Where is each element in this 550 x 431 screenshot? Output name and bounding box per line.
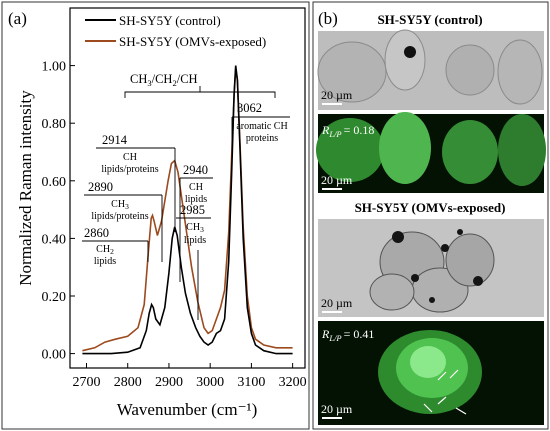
- panel-b: (b) SH-SY5Y (control) 20 µm RL/P = 0.18 2…: [312, 1, 549, 430]
- scale-label-control-fluo: 20 µm: [321, 173, 353, 187]
- y-axis-title: Normalized Raman intensity: [16, 90, 35, 286]
- plot-area-frame: [69, 7, 306, 369]
- arrow-2: [449, 369, 459, 379]
- exposed-cell-3: [445, 233, 495, 287]
- dark-particle: [404, 46, 416, 58]
- cell-4: [497, 39, 543, 105]
- arrow-1: [437, 371, 447, 381]
- fluo-cell-2: [379, 112, 431, 184]
- x-tick-label: 3100: [237, 375, 265, 390]
- x-tick-label: 2800: [114, 375, 142, 390]
- peak-2860-assignment: lipids: [94, 256, 116, 267]
- peak-2985-group: CH3: [186, 222, 204, 234]
- scale-label-exposed-fluo: 20 µm: [321, 402, 353, 416]
- y-tick-label: 1.00: [42, 60, 67, 75]
- x-axis-ticks: 2700 2800 2900 3000 3100 3200: [72, 363, 307, 390]
- y-axis-ticks: 0.00 0.20 0.40 0.60 0.80 1.00: [42, 60, 75, 363]
- y-tick-label: 0.00: [42, 348, 67, 363]
- fluo-cell-4: [498, 114, 546, 186]
- peak-2890-assignment: lipids/proteins: [91, 211, 148, 222]
- scale-label-exposed-bright: 20 µm: [321, 296, 353, 310]
- panel-b-label: (b): [318, 9, 338, 28]
- panel-a: (a) Normalized Raman intensity Wavenumbe…: [1, 1, 310, 430]
- x-axis-title: Wavenumber (cm⁻¹): [117, 400, 258, 419]
- cell-3: [445, 44, 495, 96]
- peak-2914-wavenumber: 2914: [102, 133, 128, 147]
- fluo-cluster-core: [410, 346, 446, 378]
- peak-2860-group: CH2: [96, 244, 114, 256]
- fluorescence-image-exposed: RL/P = 0.41 20 µm: [318, 321, 544, 425]
- peak-3062-wavenumber: 3062: [237, 101, 262, 115]
- brightfield-image-control: 20 µm: [317, 29, 544, 110]
- group-label: CH3/CH2/CH: [130, 72, 198, 88]
- panel-a-label: (a): [8, 9, 27, 28]
- y-tick-label: 0.80: [42, 117, 67, 132]
- x-tick-label: 2700: [72, 375, 100, 390]
- peak-2940-group: CH: [189, 182, 203, 193]
- panel-a-frame: [1, 1, 310, 430]
- peak-2940-wavenumber: 2940: [183, 163, 208, 177]
- vesicle-3: [441, 244, 449, 252]
- x-tick-label: 2900: [155, 375, 183, 390]
- fluo-cell-1: [316, 118, 384, 182]
- peak-2890-group: CH3: [111, 199, 129, 211]
- arrow-5: [455, 407, 467, 415]
- peak-annotations: CH3/CH2/CH 2914 CH lipids/proteins 2890 …: [82, 72, 290, 320]
- peak-2860-wavenumber: 2860: [84, 226, 109, 240]
- peak-2940-assignment: lipids: [185, 194, 207, 205]
- cell-1: [317, 41, 387, 103]
- vesicle-4: [473, 276, 483, 286]
- peak-2914-group: CH: [123, 152, 137, 163]
- series-line-control: [82, 65, 293, 355]
- legend: SH-SY5Y (control) SH-SY5Y (OMVs-exposed): [85, 13, 266, 49]
- vesicle-2: [411, 274, 419, 282]
- white-arrows: [423, 369, 467, 415]
- peak-2914-assignment: lipids/proteins: [101, 164, 158, 175]
- x-tick-label: 3000: [196, 375, 224, 390]
- legend-label-exposed: SH-SY5Y (OMVs-exposed): [119, 34, 266, 49]
- peak-2890-wavenumber: 2890: [88, 180, 113, 194]
- arrow-4: [423, 403, 433, 413]
- arrow-3: [437, 396, 447, 405]
- cell-2: [384, 29, 426, 91]
- y-tick-label: 0.60: [42, 175, 67, 190]
- exposed-cell-4: [369, 273, 415, 311]
- exposed-title: SH-SY5Y (OMVs-exposed): [355, 200, 506, 215]
- brightfield-image-exposed: 20 µm: [318, 219, 544, 317]
- group-bracket: [124, 86, 276, 98]
- vesicle-5: [429, 297, 435, 303]
- fluo-cell-3: [442, 120, 498, 184]
- control-title: SH-SY5Y (control): [377, 12, 482, 27]
- fluorescence-image-control: RL/P = 0.18 20 µm: [316, 112, 546, 193]
- peak-3062-assignment: proteins: [246, 133, 278, 144]
- legend-label-control: SH-SY5Y (control): [119, 13, 221, 28]
- ratio-exposed: RL/P = 0.41: [321, 327, 374, 343]
- y-tick-label: 0.40: [42, 232, 67, 247]
- peak-3062-group: aromatic CH: [236, 121, 287, 132]
- x-tick-label: 3200: [279, 375, 307, 390]
- ratio-control: RL/P = 0.18: [321, 123, 374, 139]
- peak-2985-assignment: lipids: [184, 235, 206, 246]
- y-tick-label: 0.20: [42, 290, 67, 305]
- vesicle-1: [392, 231, 404, 243]
- vesicle-6: [457, 229, 463, 235]
- peak-2985-wavenumber: 2985: [180, 203, 205, 217]
- scale-label-control-bright: 20 µm: [321, 88, 353, 102]
